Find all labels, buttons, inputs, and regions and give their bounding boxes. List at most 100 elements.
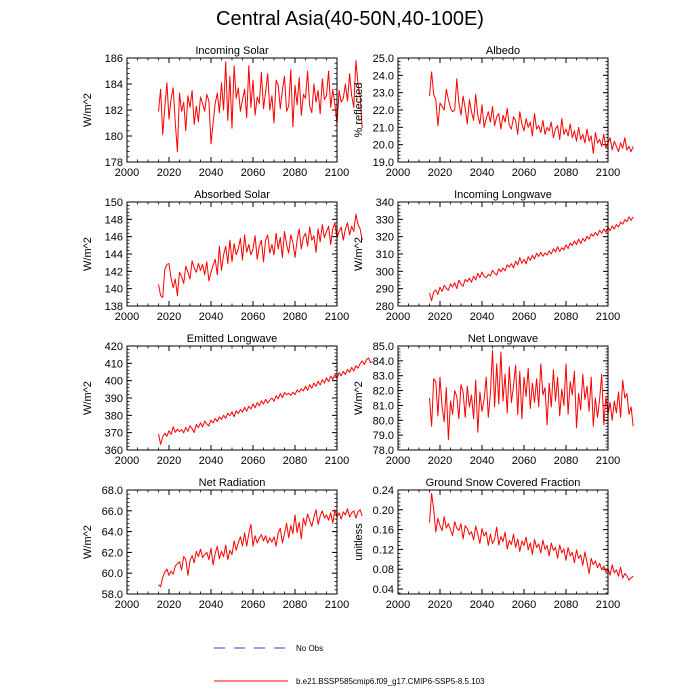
y-tick-label: 24.0 xyxy=(373,70,394,82)
x-tick-label: 2040 xyxy=(470,599,494,611)
y-tick-label: 186 xyxy=(105,53,123,65)
y-tick-label: 144 xyxy=(105,249,123,261)
y-tick-label: 0.16 xyxy=(373,525,394,537)
y-tick-label: 142 xyxy=(105,266,123,278)
x-tick-label: 2000 xyxy=(386,167,410,179)
y-tick-label: 81.0 xyxy=(373,400,394,412)
y-tick-label: 85.0 xyxy=(373,341,394,353)
x-tick-label: 2060 xyxy=(512,599,536,611)
y-tick-label: 360 xyxy=(105,445,123,457)
y-tick-label: 380 xyxy=(105,410,123,422)
y-tick-label: 66.0 xyxy=(102,506,123,518)
x-tick-label: 2040 xyxy=(470,311,494,323)
panel-title: Emitted Longwave xyxy=(187,333,278,345)
y-tick-label: 0.20 xyxy=(373,505,394,517)
panel-title: Incoming Longwave xyxy=(454,189,552,201)
y-tick-label: 184 xyxy=(105,79,123,91)
series-line xyxy=(429,349,634,441)
y-tick-label: 22.0 xyxy=(373,105,394,117)
y-tick-label: 68.0 xyxy=(102,485,123,497)
x-tick-label: 2060 xyxy=(241,599,265,611)
panel-title: Incoming Solar xyxy=(195,45,269,57)
series-line xyxy=(158,213,363,298)
series-line xyxy=(158,60,363,153)
y-axis-label: W/m^2 xyxy=(82,381,94,415)
y-tick-label: 290 xyxy=(376,284,394,296)
x-tick-label: 2100 xyxy=(325,455,349,467)
chart-panel: Albedo % reflected 2000 2020 2040 2060 2080 210… xyxy=(353,45,634,179)
y-tick-label: 20.0 xyxy=(373,140,394,152)
x-tick-label: 2040 xyxy=(470,455,494,467)
chart-panels: Incoming Solar W/m^2 2000 2020 2040 2060 2080 2… xyxy=(82,45,634,611)
y-tick-label: 78.0 xyxy=(373,445,394,457)
x-tick-label: 2020 xyxy=(157,455,181,467)
x-tick-label: 2060 xyxy=(512,311,536,323)
x-tick-label: 2000 xyxy=(386,311,410,323)
y-tick-label: 0.08 xyxy=(373,564,394,576)
x-tick-label: 2100 xyxy=(596,167,620,179)
panel-title: Absorbed Solar xyxy=(194,189,270,201)
chart-panel: Net Longwave W/m^2 2000 2020 2040 2060 2080 210… xyxy=(353,333,634,467)
panel-title: Net Radiation xyxy=(199,477,266,489)
y-tick-label: 23.0 xyxy=(373,88,394,100)
y-tick-label: 82.0 xyxy=(373,386,394,398)
plot-frame xyxy=(397,57,609,163)
y-axis-label: W/m^2 xyxy=(82,93,94,127)
series-line xyxy=(429,71,634,154)
y-axis-label: W/m^2 xyxy=(82,237,94,271)
series-line xyxy=(158,357,373,445)
y-tick-label: 178 xyxy=(105,157,123,169)
x-tick-label: 2040 xyxy=(199,167,223,179)
y-tick-label: 146 xyxy=(105,232,123,244)
x-tick-label: 2020 xyxy=(428,599,452,611)
y-tick-label: 182 xyxy=(105,105,123,117)
x-tick-label: 2060 xyxy=(512,167,536,179)
x-tick-label: 2100 xyxy=(325,599,349,611)
y-tick-label: 140 xyxy=(105,284,123,296)
x-tick-label: 2040 xyxy=(199,599,223,611)
chart-panel: Incoming Longwave W/m^2 2000 2020 2040 2060 20… xyxy=(353,189,634,323)
x-tick-label: 2060 xyxy=(241,167,265,179)
x-tick-label: 2040 xyxy=(470,167,494,179)
x-tick-label: 2100 xyxy=(596,599,620,611)
y-axis-label: W/m^2 xyxy=(353,381,365,415)
series-line xyxy=(429,216,634,302)
series-line xyxy=(158,508,363,588)
x-tick-label: 2000 xyxy=(386,455,410,467)
x-tick-label: 2080 xyxy=(283,311,307,323)
y-tick-label: 80.0 xyxy=(373,415,394,427)
x-tick-label: 2020 xyxy=(428,167,452,179)
chart-panel: Ground Snow Covered Fraction unitless 2000… xyxy=(353,477,634,611)
y-tick-label: 340 xyxy=(376,197,394,209)
y-tick-label: 300 xyxy=(376,266,394,278)
plot-frame xyxy=(126,345,338,451)
y-tick-label: 420 xyxy=(105,341,123,353)
x-tick-label: 2060 xyxy=(241,311,265,323)
panel-title: Ground Snow Covered Fraction xyxy=(426,477,581,489)
x-tick-label: 2040 xyxy=(199,311,223,323)
y-axis-label: W/m^2 xyxy=(353,237,365,271)
x-tick-label: 2100 xyxy=(596,311,620,323)
chart-panel: Absorbed Solar W/m^2 2000 2020 2040 2060 2080 2… xyxy=(82,189,363,323)
y-tick-label: 60.0 xyxy=(102,568,123,580)
y-tick-label: 148 xyxy=(105,214,123,226)
y-tick-label: 83.0 xyxy=(373,371,394,383)
y-tick-label: 62.0 xyxy=(102,547,123,559)
legend-model-label: b.e21.BSSP585cmip6.f09_g17.CMIP6-SSP5-8.… xyxy=(296,677,485,686)
y-tick-label: 19.0 xyxy=(373,157,394,169)
panel-title: Albedo xyxy=(486,45,520,57)
y-tick-label: 0.04 xyxy=(373,584,394,596)
plot-frame xyxy=(397,201,609,307)
x-tick-label: 2000 xyxy=(115,455,139,467)
y-tick-label: 320 xyxy=(376,232,394,244)
x-tick-label: 2000 xyxy=(386,599,410,611)
x-tick-label: 2000 xyxy=(115,599,139,611)
x-tick-label: 2100 xyxy=(596,455,620,467)
y-tick-label: 84.0 xyxy=(373,356,394,368)
x-tick-label: 2020 xyxy=(157,167,181,179)
panel-title: Net Longwave xyxy=(468,333,538,345)
y-tick-label: 280 xyxy=(376,301,394,313)
x-tick-label: 2080 xyxy=(283,455,307,467)
y-axis-label: W/m^2 xyxy=(82,525,94,559)
y-axis-label: % reflected xyxy=(353,82,365,137)
